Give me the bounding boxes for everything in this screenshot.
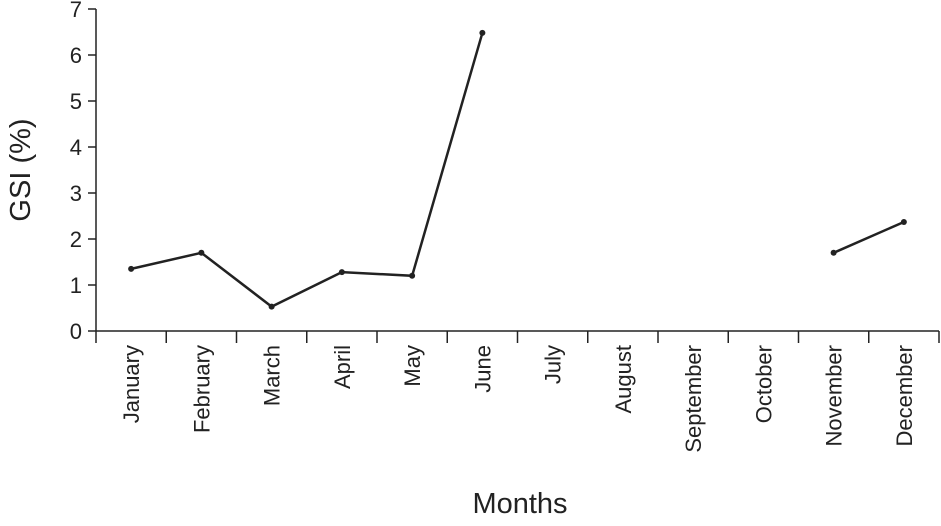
data-point [128, 265, 135, 272]
x-tick-label: August [611, 345, 636, 414]
x-tick-label: March [260, 345, 285, 406]
data-point [338, 269, 345, 276]
data-point [830, 249, 837, 256]
x-tick-label: September [681, 345, 706, 453]
x-tick-label: October [751, 345, 776, 423]
y-tick-label: 1 [70, 273, 82, 298]
x-tick-label: February [189, 345, 214, 433]
x-tick-label: June [470, 345, 495, 393]
x-tick-label: December [892, 345, 917, 446]
y-tick-label: 4 [70, 135, 82, 160]
x-axis-label: Months [472, 488, 567, 520]
y-axis-label: GSI (%) [5, 118, 37, 221]
x-tick-label: May [400, 345, 425, 387]
data-point [900, 218, 907, 225]
y-tick-label: 3 [70, 181, 82, 206]
x-tick-label: January [119, 345, 144, 423]
x-tick-label: November [822, 345, 847, 446]
data-point [268, 303, 275, 310]
y-tick-label: 6 [70, 43, 82, 68]
y-tick-label: 5 [70, 89, 82, 114]
x-tick-label: July [541, 345, 566, 384]
data-point [198, 249, 205, 256]
y-tick-label: 2 [70, 227, 82, 252]
data-point [409, 272, 416, 279]
series-line [130, 32, 905, 309]
y-tick-label: 0 [70, 319, 82, 344]
y-tick-label: 7 [70, 0, 82, 22]
x-tick-label: April [330, 345, 355, 389]
data-point [479, 29, 486, 36]
